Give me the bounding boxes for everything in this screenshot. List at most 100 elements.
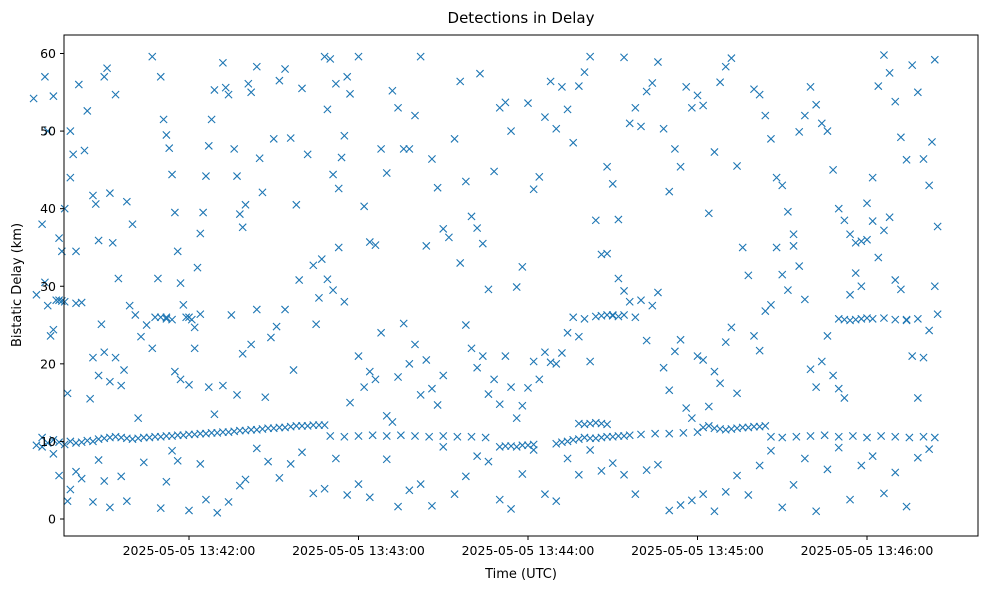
data-point bbox=[439, 224, 448, 233]
data-point bbox=[778, 270, 787, 279]
data-point bbox=[55, 234, 64, 243]
data-point bbox=[913, 88, 922, 97]
data-point bbox=[518, 401, 527, 410]
data-point bbox=[456, 77, 465, 86]
data-point bbox=[60, 440, 69, 449]
data-point bbox=[340, 297, 349, 306]
data-point bbox=[292, 421, 301, 430]
data-point bbox=[365, 367, 374, 376]
data-point bbox=[334, 184, 343, 193]
data-point bbox=[792, 432, 801, 441]
data-point bbox=[354, 480, 363, 489]
data-point bbox=[388, 86, 397, 95]
data-point bbox=[524, 99, 532, 108]
data-point bbox=[665, 429, 674, 438]
data-point bbox=[399, 144, 408, 153]
data-point bbox=[427, 384, 436, 393]
data-point bbox=[857, 461, 866, 470]
data-point bbox=[896, 133, 905, 142]
data-point bbox=[569, 313, 578, 322]
data-point bbox=[309, 421, 318, 430]
data-point bbox=[218, 428, 227, 437]
data-point bbox=[162, 431, 171, 440]
data-point bbox=[851, 269, 860, 278]
data-point bbox=[32, 441, 41, 450]
data-point bbox=[88, 191, 97, 200]
data-point bbox=[637, 296, 645, 305]
data-point bbox=[868, 217, 877, 226]
data-point bbox=[495, 495, 504, 504]
data-point bbox=[151, 313, 160, 322]
data-point bbox=[382, 168, 391, 177]
data-point bbox=[467, 344, 476, 353]
data-point bbox=[761, 421, 770, 430]
data-point bbox=[908, 352, 917, 361]
data-point bbox=[603, 432, 612, 441]
data-point bbox=[227, 310, 236, 319]
data-point bbox=[806, 431, 815, 440]
data-point bbox=[74, 80, 83, 89]
data-point bbox=[331, 454, 340, 463]
data-point bbox=[823, 331, 832, 340]
data-point bbox=[187, 315, 196, 324]
data-point bbox=[933, 310, 942, 319]
data-point bbox=[478, 352, 487, 361]
data-point bbox=[733, 162, 742, 170]
data-point bbox=[72, 247, 80, 256]
data-point bbox=[162, 313, 171, 322]
data-point bbox=[77, 474, 86, 483]
data-point bbox=[679, 428, 688, 437]
data-point bbox=[670, 347, 679, 356]
data-point bbox=[156, 313, 165, 322]
data-point bbox=[320, 421, 329, 430]
data-point bbox=[411, 111, 419, 120]
data-point bbox=[552, 497, 561, 506]
data-point bbox=[586, 52, 595, 61]
data-point bbox=[823, 127, 832, 136]
data-point bbox=[891, 468, 900, 477]
data-point bbox=[750, 422, 758, 431]
data-point bbox=[394, 103, 403, 112]
data-point bbox=[182, 313, 191, 322]
data-point bbox=[563, 454, 572, 463]
data-point bbox=[933, 222, 942, 231]
data-point bbox=[574, 470, 583, 479]
data-point bbox=[800, 295, 809, 304]
data-point bbox=[473, 363, 482, 372]
data-point bbox=[896, 285, 905, 294]
data-point bbox=[919, 432, 928, 441]
data-point bbox=[586, 445, 595, 454]
data-point bbox=[484, 285, 493, 294]
data-point bbox=[580, 314, 589, 323]
data-point bbox=[382, 455, 391, 464]
data-point bbox=[507, 383, 516, 392]
data-point bbox=[303, 150, 312, 159]
data-point bbox=[874, 82, 883, 91]
data-point bbox=[817, 357, 826, 366]
data-point bbox=[204, 383, 213, 392]
data-point bbox=[416, 480, 425, 489]
data-point bbox=[631, 313, 640, 322]
data-point bbox=[829, 371, 838, 380]
data-point bbox=[405, 486, 414, 495]
data-point bbox=[69, 150, 78, 159]
data-point bbox=[535, 375, 544, 384]
data-point bbox=[97, 320, 106, 329]
data-point bbox=[258, 188, 267, 197]
data-point bbox=[196, 229, 205, 238]
data-point bbox=[699, 490, 708, 499]
data-point bbox=[170, 208, 179, 217]
data-point bbox=[557, 82, 566, 91]
data-point bbox=[100, 476, 109, 485]
data-point bbox=[524, 383, 532, 392]
data-point bbox=[925, 326, 934, 335]
y-axis: 0 10 20 30 40 50 60 bbox=[40, 46, 64, 527]
data-point bbox=[653, 460, 662, 469]
data-point bbox=[122, 197, 131, 206]
data-point bbox=[552, 359, 561, 368]
data-point bbox=[88, 497, 97, 506]
data-point bbox=[484, 390, 493, 399]
data-point bbox=[235, 210, 244, 219]
data-point bbox=[620, 470, 629, 479]
data-point bbox=[238, 349, 247, 358]
